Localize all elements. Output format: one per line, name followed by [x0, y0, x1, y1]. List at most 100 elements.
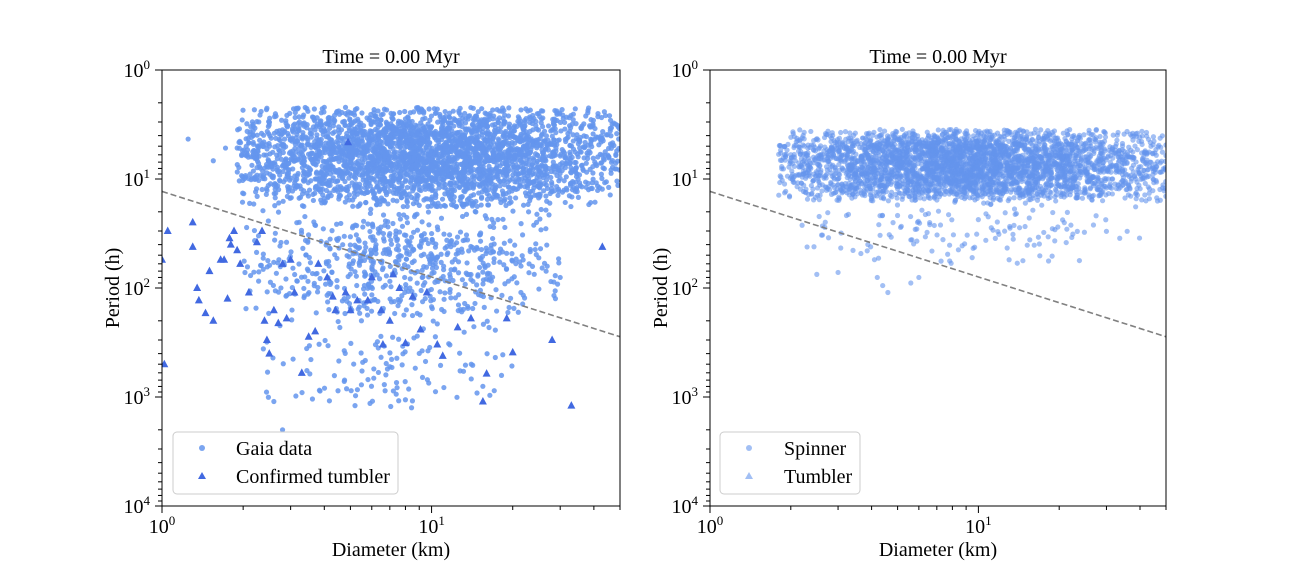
data-point: [308, 178, 314, 184]
data-point: [390, 220, 396, 227]
data-point: [474, 282, 480, 288]
data-point: [334, 284, 340, 290]
data-point: [457, 229, 464, 235]
data-point: [468, 162, 474, 168]
data-point: [588, 185, 594, 191]
data-point: [411, 156, 417, 162]
data-point: [480, 321, 487, 327]
data-point: [595, 111, 601, 117]
data-point: [394, 198, 400, 204]
data-point: [325, 299, 331, 305]
legend-entry-gaia-data: Gaia data: [236, 438, 312, 460]
data-point: [562, 126, 568, 132]
data-point: [359, 110, 365, 116]
data-point: [598, 114, 605, 121]
data-point: [484, 318, 490, 324]
data-point: [481, 136, 487, 142]
data-point: [539, 172, 546, 178]
tumbler-point: [416, 324, 425, 333]
data-point: [265, 123, 271, 130]
data-point: [305, 137, 311, 143]
data-point: [442, 108, 448, 115]
data-point: [529, 263, 536, 270]
data-point: [507, 238, 513, 244]
data-point: [434, 143, 440, 149]
data-point: [409, 259, 415, 266]
data-point: [588, 117, 594, 123]
data-point: [257, 262, 264, 268]
data-point: [423, 177, 429, 184]
data-point: [608, 133, 614, 139]
tumbler-point: [188, 217, 197, 226]
data-point: [297, 183, 303, 189]
data-point: [278, 285, 284, 291]
data-point: [313, 183, 319, 190]
data-point: [432, 389, 439, 395]
data-point: [239, 199, 246, 205]
data-point: [518, 263, 524, 269]
data-point: [328, 280, 334, 286]
data-point: [474, 203, 480, 210]
data-point: [502, 281, 508, 287]
data-point: [509, 139, 515, 146]
data-point: [425, 151, 432, 158]
data-point: [433, 149, 439, 155]
data-point: [475, 109, 481, 115]
data-point: [396, 336, 402, 342]
data-point: [408, 234, 415, 240]
data-point: [554, 142, 560, 148]
data-point: [336, 124, 342, 130]
data-point: [388, 237, 394, 243]
data-point: [294, 138, 300, 144]
data-point: [492, 354, 498, 361]
data-point: [300, 135, 306, 141]
tumbler-point: [367, 272, 376, 281]
data-point: [351, 162, 357, 169]
data-point: [308, 144, 314, 151]
tumbler-point: [433, 340, 442, 348]
data-point: [348, 120, 354, 126]
data-point: [438, 176, 444, 182]
data-point: [397, 252, 403, 259]
data-point: [563, 155, 569, 161]
data-point: [264, 164, 270, 170]
data-point: [378, 224, 384, 230]
data-point: [442, 203, 449, 209]
data-point: [234, 162, 240, 168]
data-point: [474, 122, 481, 128]
data-point: [382, 222, 388, 228]
data-point: [510, 162, 516, 168]
data-point: [434, 171, 440, 177]
data-point: [250, 168, 256, 174]
data-point: [286, 160, 292, 166]
data-point: [530, 142, 536, 148]
data-point: [462, 110, 468, 117]
data-point: [536, 184, 542, 190]
data-point: [442, 191, 448, 197]
data-point: [411, 247, 417, 253]
data-point: [422, 358, 429, 365]
data-point: [249, 162, 255, 168]
data-point: [265, 258, 271, 264]
data-point: [580, 166, 586, 172]
data-point: [395, 159, 401, 165]
data-point: [616, 136, 620, 142]
data-point: [438, 215, 445, 221]
data-point: [453, 138, 459, 144]
data-point: [520, 257, 526, 263]
data-point: [378, 117, 384, 123]
data-point: [488, 196, 495, 202]
data-point: [303, 252, 309, 258]
data-point: [540, 123, 546, 130]
data-point: [541, 128, 548, 134]
data-point: [336, 235, 342, 241]
data-point: [335, 178, 341, 184]
data-point: [477, 183, 483, 189]
data-point: [455, 302, 462, 308]
data-point: [362, 156, 368, 162]
data-point: [265, 182, 271, 189]
data-point: [503, 250, 510, 256]
data-point: [276, 130, 282, 137]
data-point: [325, 343, 331, 349]
right-scatter-points: [776, 126, 1166, 296]
